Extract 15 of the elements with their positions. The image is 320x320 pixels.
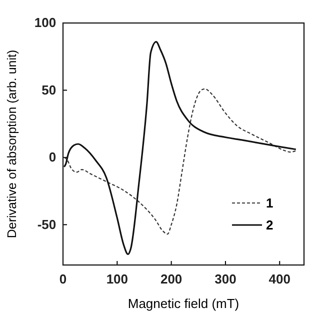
y-tick-label: 0 [48, 150, 56, 165]
legend-label: 2 [266, 218, 274, 233]
x-tick-label: 0 [59, 272, 67, 287]
line-series [64, 88, 296, 235]
legend-label: 1 [266, 196, 274, 211]
y-tick-label: 50 [42, 82, 56, 98]
y-tick-label: 100 [34, 15, 56, 30]
x-axis-title: Magnetic field (mT) [128, 296, 240, 311]
y-axis-title: Derivative of absorption (arb. unit) [5, 50, 19, 238]
line-series [63, 41, 297, 256]
x-tick-label: 200 [160, 272, 182, 287]
y-tick-label: -50 [37, 216, 56, 232]
x-tick-label: 400 [268, 272, 290, 287]
x-tick-label: 100 [106, 272, 128, 287]
x-tick-label: 300 [214, 272, 236, 287]
